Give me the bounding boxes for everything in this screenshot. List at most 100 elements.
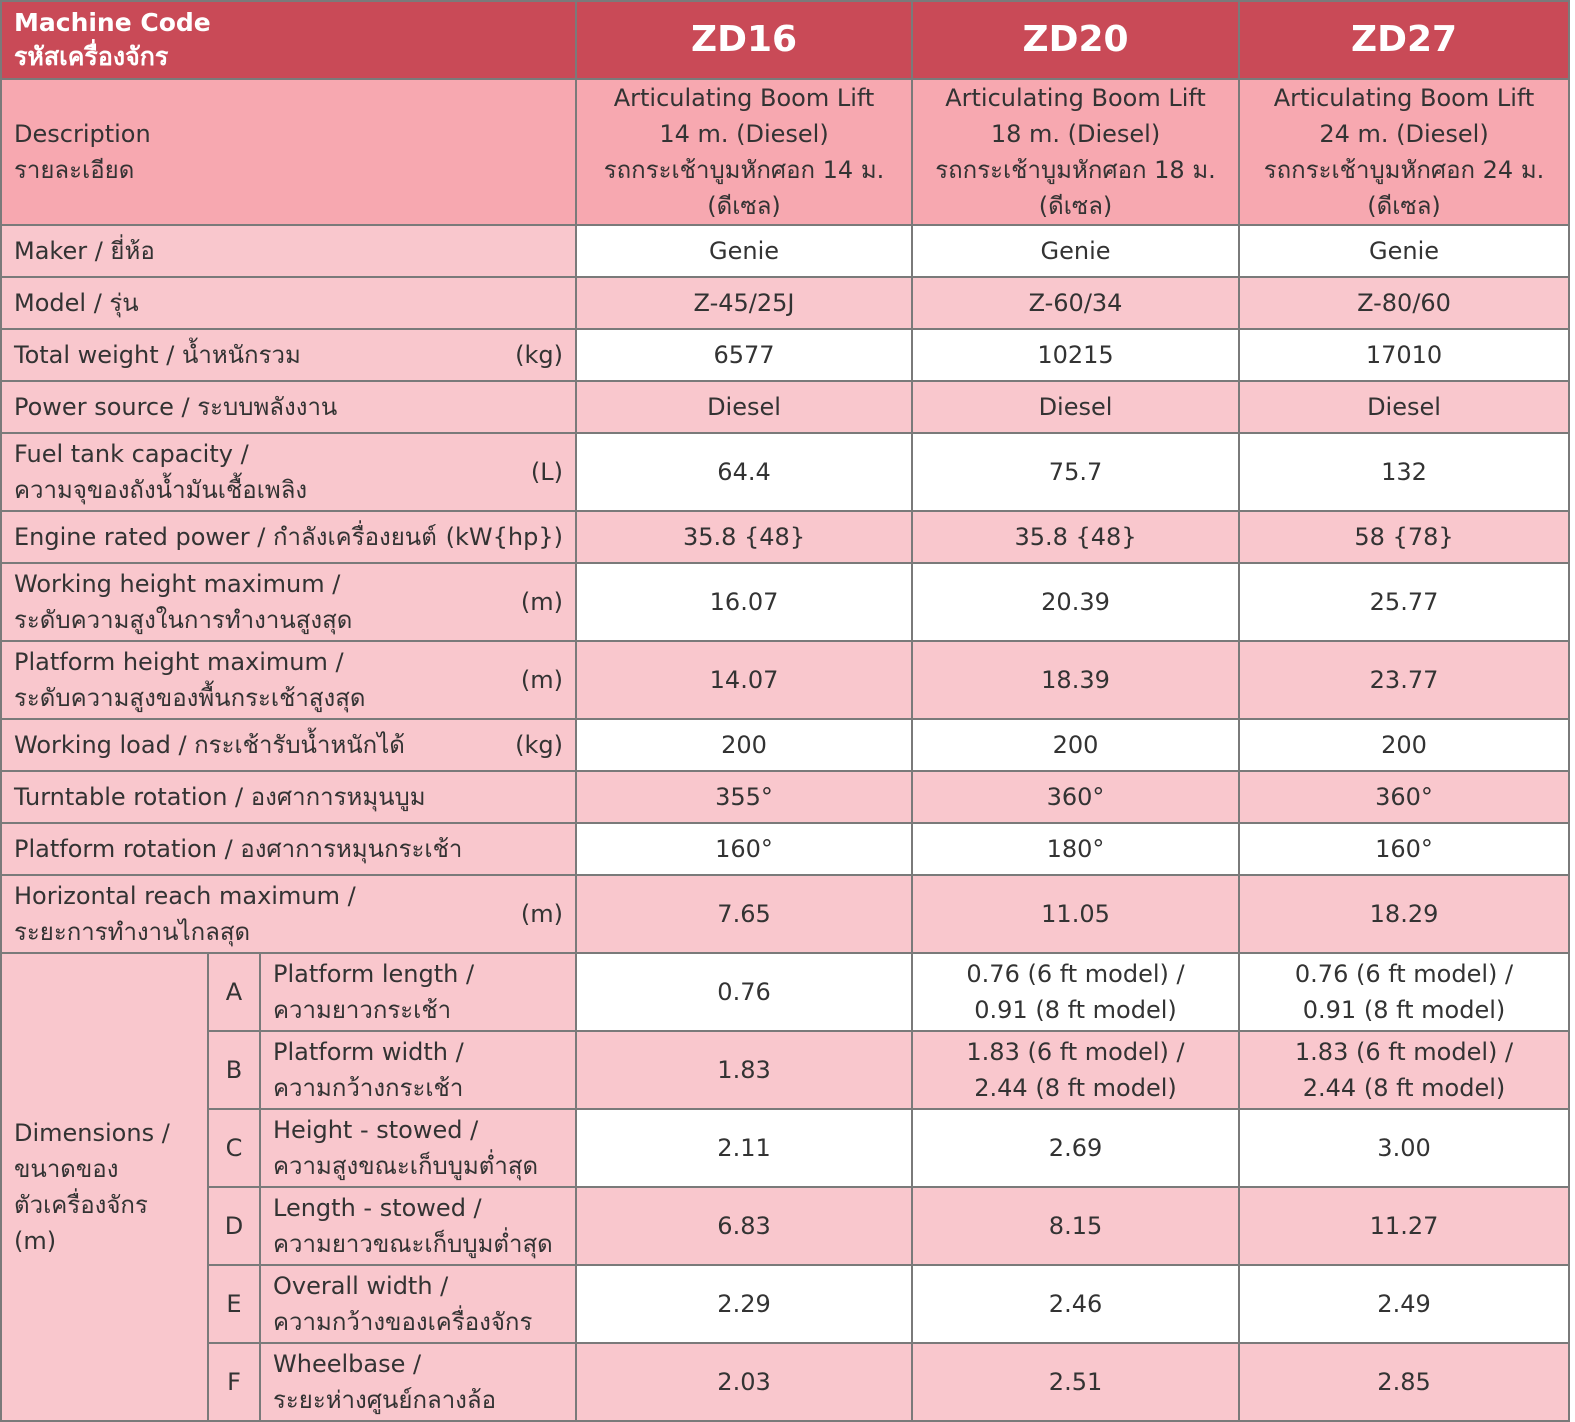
dimension-value-line: 2.69 [1048, 1134, 1103, 1162]
spec-label: Working load / กระเช้ารับน้ำหนักได้ [14, 731, 405, 759]
spec-value: Genie [575, 224, 914, 278]
spec-label: Platform height maximum / [14, 648, 344, 676]
dimension-value-line: 2.51 [1048, 1368, 1103, 1396]
spec-label-wrap: Model / รุ่น [14, 285, 575, 321]
dimension-row: Dimensions / ขนาดของ ตัวเครื่องจักร (m) A Pla… [0, 952, 1571, 1422]
spec-label-cell: Engine rated power / กำลังเครื่องยนต์ (kW… [0, 510, 578, 564]
dimension-value-line: 0.91 (8 ft model) [974, 996, 1177, 1024]
spec-label-wrap: Horizontal reach maximum / ระยะการทำงานไก… [14, 878, 575, 950]
spec-value: 200 [911, 718, 1241, 772]
dimension-value-line: 2.11 [717, 1134, 771, 1162]
spec-label: Fuel tank capacity / [14, 440, 249, 468]
spec-value: Z-80/60 [1238, 276, 1571, 330]
spec-unit: (L) [530, 458, 564, 486]
dimension-value-line: 3.00 [1377, 1134, 1431, 1162]
spec-value: 18.29 [1238, 874, 1571, 954]
dimension-row: D Length - stowed / ความยาวขณะเก็บบูมต่ำสุ… [1, 1186, 1571, 1266]
dimension-value: 2.29 [575, 1264, 914, 1344]
dimension-value-line: 2.29 [717, 1290, 771, 1318]
spec-label-text: Horizontal reach maximum / ระยะการทำงานไก… [14, 878, 356, 950]
dimension-letter: D [207, 1186, 261, 1266]
spec-label-wrap: Fuel tank capacity / ความจุของถังน้ำมันเช… [14, 436, 575, 508]
dimension-label-cell: Wheelbase / ระยะห่างศูนย์กลางล้อ [258, 1342, 578, 1422]
spec-label-cell: Working load / กระเช้ารับน้ำหนักได้ (kg) [0, 718, 578, 772]
spec-row: Platform rotation / องศาการหมุนกระเช้า 16… [0, 822, 1571, 876]
dimension-label: Height - stowed / [273, 1116, 479, 1144]
dimension-value: 6.83 [575, 1186, 914, 1266]
dimension-label: ความยาวขณะเก็บบูมต่ำสุด [273, 1230, 553, 1258]
spec-label-wrap: Engine rated power / กำลังเครื่องยนต์ (kW… [14, 519, 575, 555]
spec-label-wrap: Working height maximum / ระดับความสูงในกา… [14, 566, 575, 638]
spec-row: Model / รุ่น Z-45/25J Z-60/34 Z-80/60 [0, 276, 1571, 330]
spec-label-cell: Maker / ยี่ห้อ [0, 224, 578, 278]
dimension-letter: E [207, 1264, 261, 1344]
spec-label-cell: Horizontal reach maximum / ระยะการทำงานไก… [0, 874, 578, 954]
spec-label-cell: Total weight / น้ำหนักรวม (kg) [0, 328, 578, 382]
spec-label: Model / รุ่น [14, 289, 139, 317]
dimension-value: 0.76 [575, 952, 914, 1032]
spec-value: 18.39 [911, 640, 1241, 720]
dimension-label: ความกว้างของเครื่องจักร [273, 1308, 533, 1336]
description-text: 14 m. (Diesel) [659, 120, 829, 148]
dimensions-label: Dimensions / [14, 1119, 170, 1147]
dimension-value: 2.46 [911, 1264, 1241, 1344]
spec-label-wrap: Platform height maximum / ระดับความสูงของ… [14, 644, 575, 716]
machine-code-label-th: รหัสเครื่องจักร [14, 42, 169, 71]
spec-label-cell: Turntable rotation / องศาการหมุนบูม [0, 770, 578, 824]
dimension-label: ความกว้างกระเช้า [273, 1074, 464, 1102]
spec-label: Working height maximum / [14, 570, 341, 598]
dimension-label: Overall width / [273, 1272, 449, 1300]
spec-value: 11.05 [911, 874, 1241, 954]
dimension-letter: B [207, 1030, 261, 1110]
spec-value: Diesel [1238, 380, 1571, 434]
spec-label: Engine rated power / กำลังเครื่องยนต์ [14, 523, 437, 551]
spec-row: Turntable rotation / องศาการหมุนบูม 355° 3… [0, 770, 1571, 824]
description-text: 18 m. (Diesel) [990, 120, 1161, 148]
spec-label: Platform rotation / องศาการหมุนกระเช้า [14, 835, 463, 863]
spec-unit: (m) [520, 900, 564, 928]
dimension-value: 0.76 (6 ft model) / 0.91 (8 ft model) [911, 952, 1241, 1032]
spec-label-wrap: Platform rotation / องศาการหมุนกระเช้า [14, 831, 575, 867]
spec-label-text: Maker / ยี่ห้อ [14, 233, 155, 269]
dimension-row: E Overall width / ความกว้างของเครื่องจักร 2… [1, 1264, 1571, 1344]
spec-value: Z-45/25J [575, 276, 914, 330]
spec-label-text: Platform rotation / องศาการหมุนกระเช้า [14, 831, 462, 867]
spec-label-wrap: Maker / ยี่ห้อ [14, 233, 575, 269]
dimension-value-line: 0.76 [717, 978, 771, 1006]
machine-code-zd20: ZD20 [911, 0, 1241, 80]
spec-value: Diesel [911, 380, 1241, 434]
spec-label-wrap: Turntable rotation / องศาการหมุนบูม [14, 779, 575, 815]
spec-label-text: Turntable rotation / องศาการหมุนบูม [14, 779, 426, 815]
spec-label-text: Engine rated power / กำลังเครื่องยนต์ [14, 519, 437, 555]
dimension-value-line: 1.83 (6 ft model) / [1294, 1038, 1514, 1066]
dimension-value-line: 2.44 (8 ft model) [1302, 1074, 1506, 1102]
spec-label-cell: Model / รุ่น [0, 276, 578, 330]
spec-label: ความจุของถังน้ำมันเชื้อเพลิง [14, 476, 308, 504]
dimension-value-line: 8.15 [1048, 1212, 1103, 1240]
dimension-value-line: 2.46 [1048, 1290, 1103, 1318]
dimension-value-line: 1.83 (6 ft model) / [966, 1038, 1185, 1066]
spec-label-text: Working height maximum / ระดับความสูงในกา… [14, 566, 352, 638]
spec-value: 200 [1238, 718, 1571, 772]
dimension-letter: C [207, 1108, 261, 1188]
spec-value: Z-60/34 [911, 276, 1241, 330]
dimension-value: 1.83 [575, 1030, 914, 1110]
spec-row: Fuel tank capacity / ความจุของถังน้ำมันเช… [0, 432, 1571, 512]
spec-value: 20.39 [911, 562, 1241, 642]
dimension-row: B Platform width / ความกว้างกระเช้า 1.83 1.8… [1, 1030, 1571, 1110]
spec-row: Working load / กระเช้ารับน้ำหนักได้ (kg) 2… [0, 718, 1571, 772]
dimension-value: 2.49 [1238, 1264, 1571, 1344]
spec-value: Genie [911, 224, 1241, 278]
description-text: (ดีเซล) [1038, 192, 1113, 220]
machine-code-zd16: ZD16 [575, 0, 914, 80]
spec-value: 200 [575, 718, 914, 772]
dimension-label: ความสูงขณะเก็บบูมต่ำสุด [273, 1152, 539, 1180]
dimension-value-line: 0.76 (6 ft model) / [1294, 960, 1514, 988]
machine-code-zd27: ZD27 [1238, 0, 1571, 80]
description-zd16: Articulating Boom Lift 14 m. (Diesel) รถ… [575, 78, 914, 226]
description-label-th: รายละเอียด [14, 156, 135, 184]
machine-code-label-en: Machine Code [14, 8, 211, 37]
dimension-row: C Height - stowed / ความสูงขณะเก็บบูมต่ำสุ… [1, 1108, 1571, 1188]
spec-value: 23.77 [1238, 640, 1571, 720]
